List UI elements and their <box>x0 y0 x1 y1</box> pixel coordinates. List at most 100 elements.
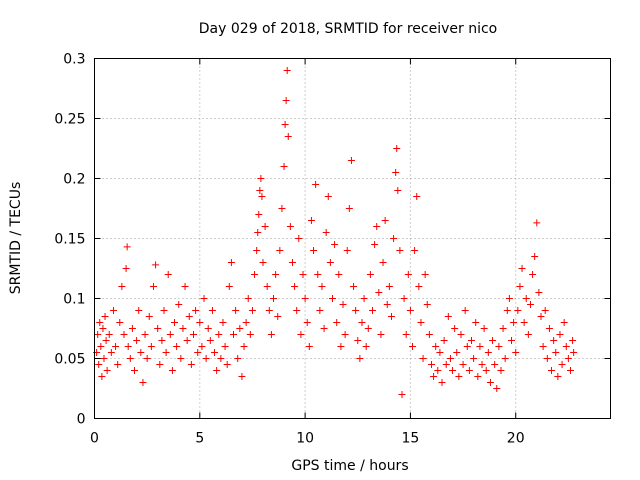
data-point <box>265 307 273 314</box>
data-point <box>514 307 522 314</box>
data-point <box>465 367 473 374</box>
data-point <box>480 325 488 332</box>
data-point <box>223 361 231 368</box>
data-point <box>194 349 202 356</box>
y-axis-label: SRMTID / TECUs <box>8 182 24 295</box>
data-point <box>356 355 364 362</box>
data-point <box>335 271 343 278</box>
data-point <box>366 271 374 278</box>
data-point <box>274 313 282 320</box>
data-point <box>211 349 219 356</box>
data-point <box>411 247 419 254</box>
data-point <box>301 295 309 302</box>
data-point <box>123 243 131 251</box>
data-point <box>189 331 197 338</box>
data-point <box>200 295 208 302</box>
data-point <box>253 247 261 254</box>
data-point <box>101 313 109 320</box>
data-point <box>472 319 480 326</box>
data-point <box>143 355 151 362</box>
data-point <box>508 337 516 344</box>
data-point <box>139 379 147 386</box>
data-point <box>535 289 543 296</box>
data-point <box>246 331 254 338</box>
data-point <box>160 307 168 314</box>
data-point <box>463 343 471 350</box>
data-point <box>147 343 155 350</box>
data-point <box>402 331 410 338</box>
x-tick-label: 10 <box>296 431 314 447</box>
data-point <box>493 385 501 392</box>
x-tick-label: 20 <box>507 431 525 447</box>
data-point <box>419 355 427 362</box>
data-point <box>548 367 556 374</box>
data-point <box>526 301 534 308</box>
x-tick-label: 5 <box>195 431 204 447</box>
data-point <box>390 235 398 242</box>
data-point <box>137 349 145 356</box>
data-point <box>320 325 328 332</box>
data-point <box>213 367 221 374</box>
data-point <box>270 295 278 302</box>
tick-labels: 0 0.05 0.1 0.15 0.2 0.25 0.3 0 5 10 15 20 <box>54 52 524 447</box>
data-point <box>192 307 200 314</box>
data-point <box>543 355 551 362</box>
data-point <box>444 313 452 320</box>
data-point <box>232 307 240 314</box>
data-point <box>339 301 347 308</box>
data-point <box>259 259 267 266</box>
data-point <box>156 361 164 368</box>
data-point <box>482 367 490 374</box>
data-point <box>396 247 404 254</box>
data-point <box>560 319 568 326</box>
data-point <box>126 355 134 362</box>
data-point <box>318 283 326 290</box>
data-point <box>383 301 391 308</box>
data-point <box>550 337 558 344</box>
y-tick-label: 0.2 <box>63 172 85 188</box>
data-point <box>413 193 421 200</box>
data-point <box>276 247 284 254</box>
data-point <box>434 367 442 374</box>
data-point <box>352 307 360 314</box>
data-point <box>438 379 446 386</box>
data-point <box>415 283 423 290</box>
data-point <box>533 219 541 227</box>
data-point <box>145 313 153 320</box>
data-point <box>118 283 126 290</box>
data-point <box>461 307 469 314</box>
data-point <box>124 343 132 350</box>
data-point <box>242 319 250 326</box>
data-point <box>291 283 299 290</box>
data-point <box>377 331 385 338</box>
data-point <box>569 337 577 344</box>
data-point <box>258 193 266 200</box>
data-point <box>128 325 136 332</box>
data-point <box>470 355 478 362</box>
data-point <box>114 361 122 368</box>
data-point <box>208 307 216 314</box>
data-point <box>512 349 520 356</box>
data-point <box>236 325 244 332</box>
data-point <box>457 331 465 338</box>
data-point <box>219 319 227 326</box>
data-point <box>261 223 269 230</box>
data-point <box>135 307 143 314</box>
data-point <box>501 355 509 362</box>
data-point <box>185 313 193 320</box>
data-point <box>440 337 448 344</box>
data-point <box>427 361 435 368</box>
data-point <box>324 193 332 200</box>
data-point <box>284 133 292 140</box>
data-point <box>398 391 406 398</box>
data-point <box>102 337 110 344</box>
data-point <box>278 205 286 212</box>
data-point <box>421 271 429 278</box>
data-point <box>409 343 417 350</box>
data-point <box>168 367 176 374</box>
data-point <box>316 307 324 314</box>
data-point <box>358 319 366 326</box>
data-point <box>98 373 106 380</box>
data-point <box>187 361 195 368</box>
